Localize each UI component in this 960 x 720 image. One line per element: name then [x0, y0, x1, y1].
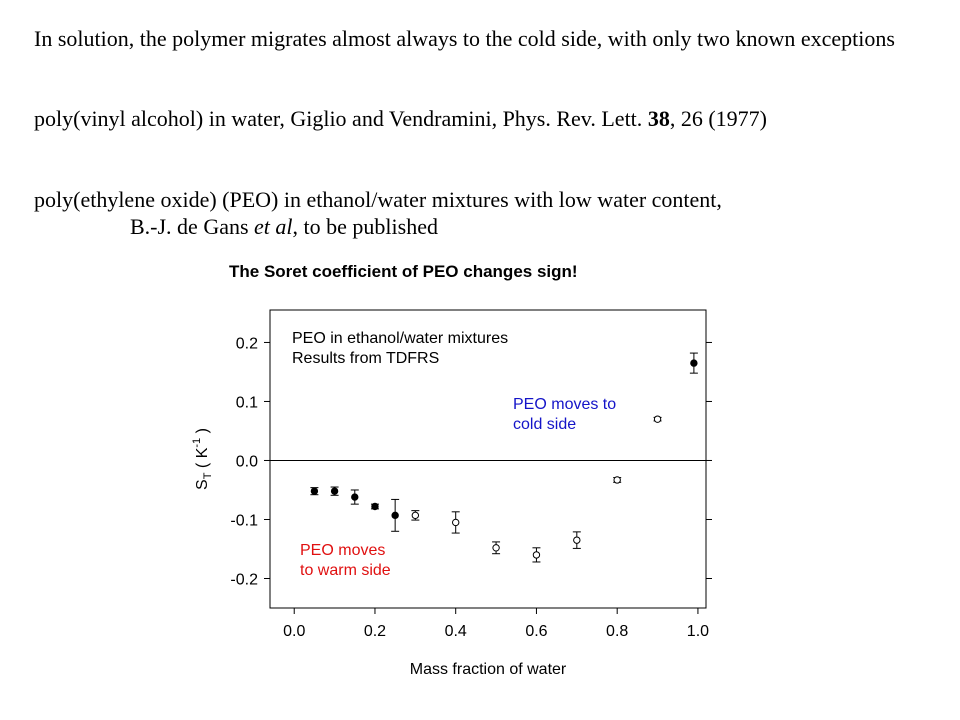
chart-title: The Soret coefficient of PEO changes sig…: [229, 262, 578, 281]
y-tick-label: -0.1: [230, 512, 258, 529]
data-point-open: [452, 518, 460, 527]
x-axis: 0.0 0.2 0.4 0.6 0.8 1.0: [283, 608, 709, 640]
pva-reference-pages: , 26 (1977): [669, 106, 767, 131]
legend-box-line2: Results from TDFRS: [292, 350, 439, 367]
y-label-unit-close: ): [194, 428, 211, 433]
legend-box-line1: PEO in ethanol/water mixtures: [292, 330, 508, 347]
data-point-open: [573, 536, 581, 544]
pva-reference-volume: 38: [647, 106, 670, 131]
plot-frame: [269, 309, 707, 609]
x-tick-label: 1.0: [687, 623, 709, 640]
y-label-s: S: [194, 479, 211, 490]
data-point-open: [532, 551, 541, 559]
y-axis: 0.2 0.1 0.0 -0.1 -0.2: [230, 335, 712, 588]
warm-side-label-line1: PEO moves: [300, 542, 385, 559]
peo-reference-text: poly(ethylene oxide) (PEO) in ethanol/wa…: [34, 187, 722, 212]
x-tick-label: 0.4: [445, 623, 467, 640]
data-point-filled: [351, 493, 359, 501]
y-label-unit-open: ( K: [194, 447, 211, 468]
data-point-open: [653, 415, 662, 423]
data-points: [310, 352, 698, 563]
data-point-filled: [330, 487, 339, 495]
x-axis-label: Mass fraction of water: [410, 661, 567, 678]
data-point-filled: [371, 502, 379, 511]
y-tick-label: -0.2: [230, 571, 258, 588]
y-tick-label: 0.2: [236, 335, 258, 352]
peo-publish-status: , to be published: [292, 214, 438, 239]
data-point-filled: [391, 511, 399, 520]
soret-chart: 0.2 0.1 0.0 -0.1 -0.2 0.0 0.2 0.4 0.6 0.8 1.0 PEO…: [191, 309, 712, 678]
y-label-sub: T: [202, 472, 214, 479]
pva-reference-text: poly(vinyl alcohol) in water, Giglio and…: [34, 106, 648, 131]
data-point-filled: [310, 487, 319, 495]
x-tick-label: 0.2: [364, 623, 386, 640]
data-point-open: [492, 544, 500, 552]
cold-side-label-line1: PEO moves to: [513, 396, 616, 413]
peo-et-al: et al: [254, 214, 293, 239]
cold-side-label-line2: cold side: [513, 416, 576, 433]
y-tick-label: 0.0: [236, 453, 258, 470]
peo-reference: poly(ethylene oxide) (PEO) in ethanol/wa…: [34, 186, 934, 240]
data-point-filled: [690, 359, 698, 367]
x-tick-label: 0.0: [283, 623, 305, 640]
x-tick-label: 0.6: [525, 623, 547, 640]
intro-paragraph: In solution, the polymer migrates almost…: [34, 26, 895, 51]
data-point-open: [613, 476, 621, 484]
y-tick-label: 0.1: [236, 394, 258, 411]
svg-text:ST ( K-1 ): ST ( K-1 ): [191, 428, 214, 490]
y-axis-label: ST ( K-1 ): [191, 428, 214, 490]
peo-reference-authors: B.-J. de Gans et al, to be published: [34, 214, 438, 239]
x-tick-label: 0.8: [606, 623, 628, 640]
peo-author-name: B.-J. de Gans: [130, 214, 255, 239]
pva-reference: poly(vinyl alcohol) in water, Giglio and…: [34, 105, 934, 132]
data-point-open: [411, 511, 420, 520]
warm-side-label-line2: to warm side: [300, 562, 391, 579]
y-label-sup: -1: [191, 438, 203, 448]
